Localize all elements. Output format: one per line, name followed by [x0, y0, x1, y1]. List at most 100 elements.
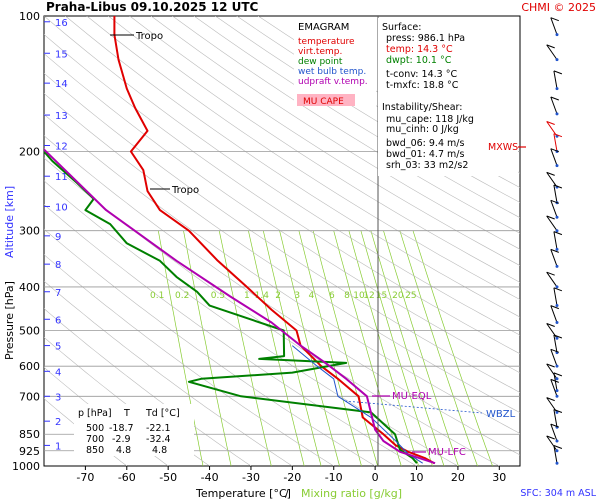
wind-barb: [546, 271, 558, 288]
wind-barb-feather: [553, 409, 563, 413]
x-tick-label: 10: [410, 471, 424, 484]
wind-barb-feather: [550, 305, 559, 310]
wind-barb: [550, 17, 558, 35]
wind-barb-dot: [555, 264, 559, 268]
instability-mu-cape: mu_cape: 118 J/kg: [386, 114, 474, 125]
surface-temp: temp: 14.3 °C: [386, 44, 453, 55]
wind-barb-feather: [550, 378, 559, 383]
mixing-ratio-label: 6: [329, 291, 335, 301]
pressure-tick-label: 600: [19, 360, 40, 373]
mixing-ratio-label: 1.4: [255, 291, 270, 301]
altitude-tick-label: 15: [55, 49, 68, 60]
dry-adiabat: [44, 72, 520, 393]
wind-barb-feather: [553, 231, 563, 236]
dry-adiabat: [193, 16, 520, 219]
surface-press: press: 986.1 hPa: [386, 33, 465, 44]
dry-adiabat: [150, 16, 520, 250]
wind-barb-feather: [546, 44, 555, 49]
altitude-tick-label: 3: [55, 392, 61, 403]
x-tick-label: -50: [159, 471, 177, 484]
pressure-tick-label: 200: [19, 146, 40, 159]
y-axis-title: Pressure [hPa]: [3, 281, 16, 360]
wind-barb-dot: [555, 449, 559, 453]
mu-cape-label: MU CAPE: [303, 97, 344, 107]
wind-barb: [553, 133, 558, 152]
level-table: [74, 404, 194, 456]
wind-barb: [550, 148, 558, 166]
dry-adiabat: [86, 16, 520, 300]
x-tick-label: -40: [201, 471, 219, 484]
wind-barb-feather: [553, 70, 563, 75]
dry-adiabat: [215, 16, 520, 203]
surface-tmxfc: t-mxfc: 18.8 °C: [386, 80, 459, 91]
wind-barb-feather: [546, 271, 555, 276]
table-cell: -18.7: [109, 423, 134, 434]
table-header-t: T: [123, 408, 130, 419]
altitude-tick-label: 4: [55, 367, 61, 378]
wind-barb: [553, 70, 558, 89]
wind-barb-feather: [550, 423, 559, 428]
dry-adiabat: [44, 34, 520, 355]
wind-barb: [550, 249, 558, 267]
mu-cape-swatch: [297, 94, 355, 106]
wbzl-marker: [344, 400, 483, 414]
wind-barb-dot: [555, 304, 559, 308]
table-cell: 850: [86, 445, 104, 456]
wind-barb-feather: [550, 96, 559, 101]
x-tick-label: -60: [118, 471, 136, 484]
wind-barb-dot: [555, 33, 559, 37]
wbzl-label: WBZL: [486, 409, 516, 420]
x-tick-label: 20: [451, 471, 465, 484]
mixing-ratio-label: 1: [244, 291, 250, 301]
wind-barb-feather: [550, 248, 559, 253]
wind-barb: [546, 44, 558, 60]
mixing-ratio-label: 12: [363, 291, 374, 301]
mixing-ratio-label: 3: [294, 291, 300, 301]
dry-adiabat: [129, 16, 520, 266]
table-cell: -22.1: [146, 423, 171, 434]
wind-barb: [546, 363, 558, 380]
wind-barb: [553, 287, 558, 306]
wind-barb-dot: [555, 394, 559, 398]
wind-barb-feather: [550, 148, 559, 153]
wind-barb-dot: [555, 364, 559, 368]
wind-barb: [553, 445, 558, 464]
pressure-tick-label: 850: [19, 428, 40, 441]
altitude-tick-label: 7: [55, 288, 61, 299]
x-axis-title: Temperature [°C]: [195, 487, 291, 500]
x-axis-title-mixing: Mixing ratio [g/kg]: [301, 487, 402, 500]
profile-lines: [44, 16, 436, 465]
altitude-tick-label: 13: [55, 111, 68, 122]
wind-barb-dot: [555, 112, 559, 116]
wind-barb-feather: [550, 199, 559, 204]
mixing-ratio-line: [383, 230, 459, 466]
mixing-ratio-label: 0.2: [175, 291, 189, 301]
wind-barb: [546, 215, 558, 231]
dry-adiabat: [44, 16, 520, 336]
wind-barb-dot: [555, 321, 559, 325]
mixing-ratio-line: [412, 230, 493, 466]
altitude-tick-label: 11: [55, 172, 68, 183]
mixing-ratio-label: 20: [392, 291, 404, 301]
pressure-tick-label: 700: [19, 390, 40, 403]
dry-adiabat: [172, 16, 520, 234]
mixing-ratio-label: 4: [309, 291, 315, 301]
sfc-label: SFC: 304 m ASL: [520, 488, 596, 499]
wind-barb-feather: [553, 287, 563, 292]
series-udpraft-v-temp: [44, 148, 436, 465]
x-tick-label: -10: [325, 471, 343, 484]
legend-item-updraft: udpraft v.temp.: [298, 77, 368, 87]
x-tick-label: -70: [76, 471, 94, 484]
table-cell: 700: [86, 434, 104, 445]
instability-bwd-01: bwd_01: 4.7 m/s: [386, 149, 464, 160]
info-box: [378, 18, 518, 176]
chart-title: Praha-Libus 09.10.2025 12 UTC: [46, 0, 259, 14]
series-temperature: [113, 16, 435, 465]
table-header-p: p [hPa]: [78, 408, 112, 419]
altitude-tick-label: 16: [55, 18, 68, 29]
mixing-ratio-label: 25: [405, 291, 416, 301]
wind-barb-feather: [546, 215, 555, 220]
wind-barb-feather: [553, 334, 563, 339]
wind-barb-dot: [555, 87, 559, 91]
